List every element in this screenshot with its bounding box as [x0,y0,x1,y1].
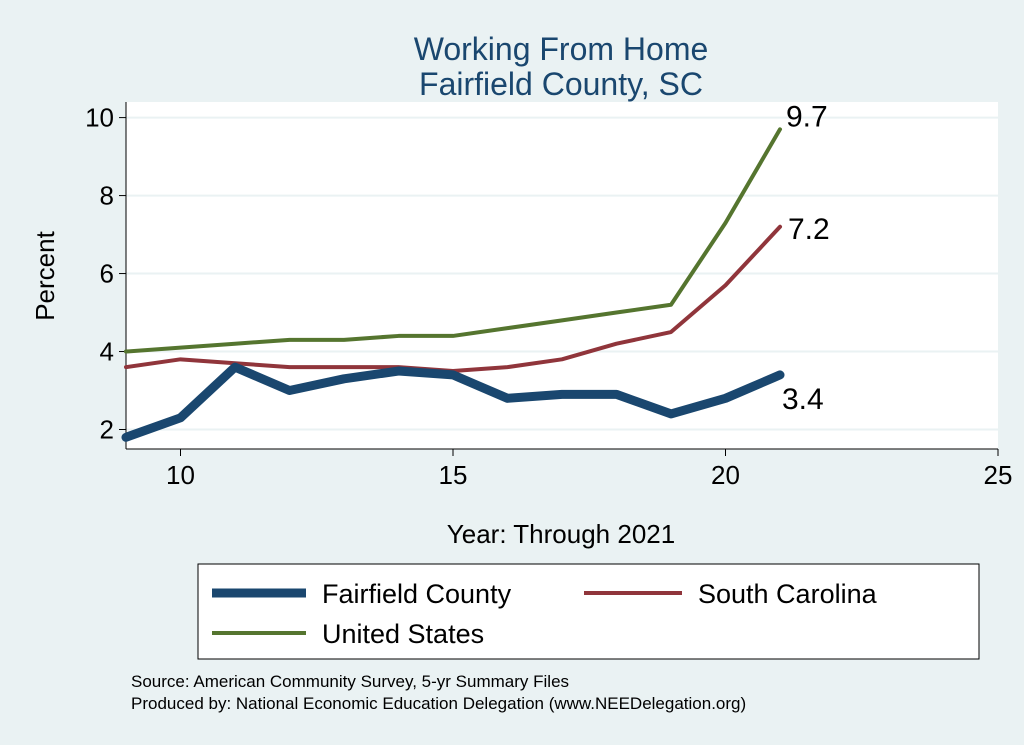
y-axis-title: Percent [30,230,60,320]
chart-title-line-1: Working From Home [414,31,709,67]
legend-box [197,563,980,660]
y-tick-label: 6 [100,259,114,289]
chart-title-line-2: Fairfield County, SC [419,66,703,102]
x-tick-label: 10 [166,460,195,490]
legend-label-fairfield-county: Fairfield County [322,579,512,609]
legend-label-south-carolina: South Carolina [698,579,878,609]
y-tick-label: 10 [85,103,114,133]
end-label-south-carolina: 7.2 [788,213,830,246]
series-line-fairfield-county [121,362,785,442]
x-tick-label: 15 [439,460,468,490]
legend: Fairfield County South Carolina United S… [197,563,980,660]
x-tick-label: 25 [984,460,1013,490]
end-label-united-states: 9.7 [786,100,828,133]
y-tick-label: 8 [100,181,114,211]
series-line-united-states [124,127,782,354]
legend-label-united-states: United States [322,619,484,649]
y-tick-label: 2 [100,415,114,445]
x-axis-title: Year: Through 2021 [447,519,675,549]
x-tick-label: 20 [711,460,740,490]
source-note: Source: American Community Survey, 5-yr … [131,672,569,691]
y-tick-label: 4 [100,337,114,367]
produced-by-note: Produced by: National Economic Education… [131,694,746,713]
end-label-fairfield-county: 3.4 [782,383,824,416]
